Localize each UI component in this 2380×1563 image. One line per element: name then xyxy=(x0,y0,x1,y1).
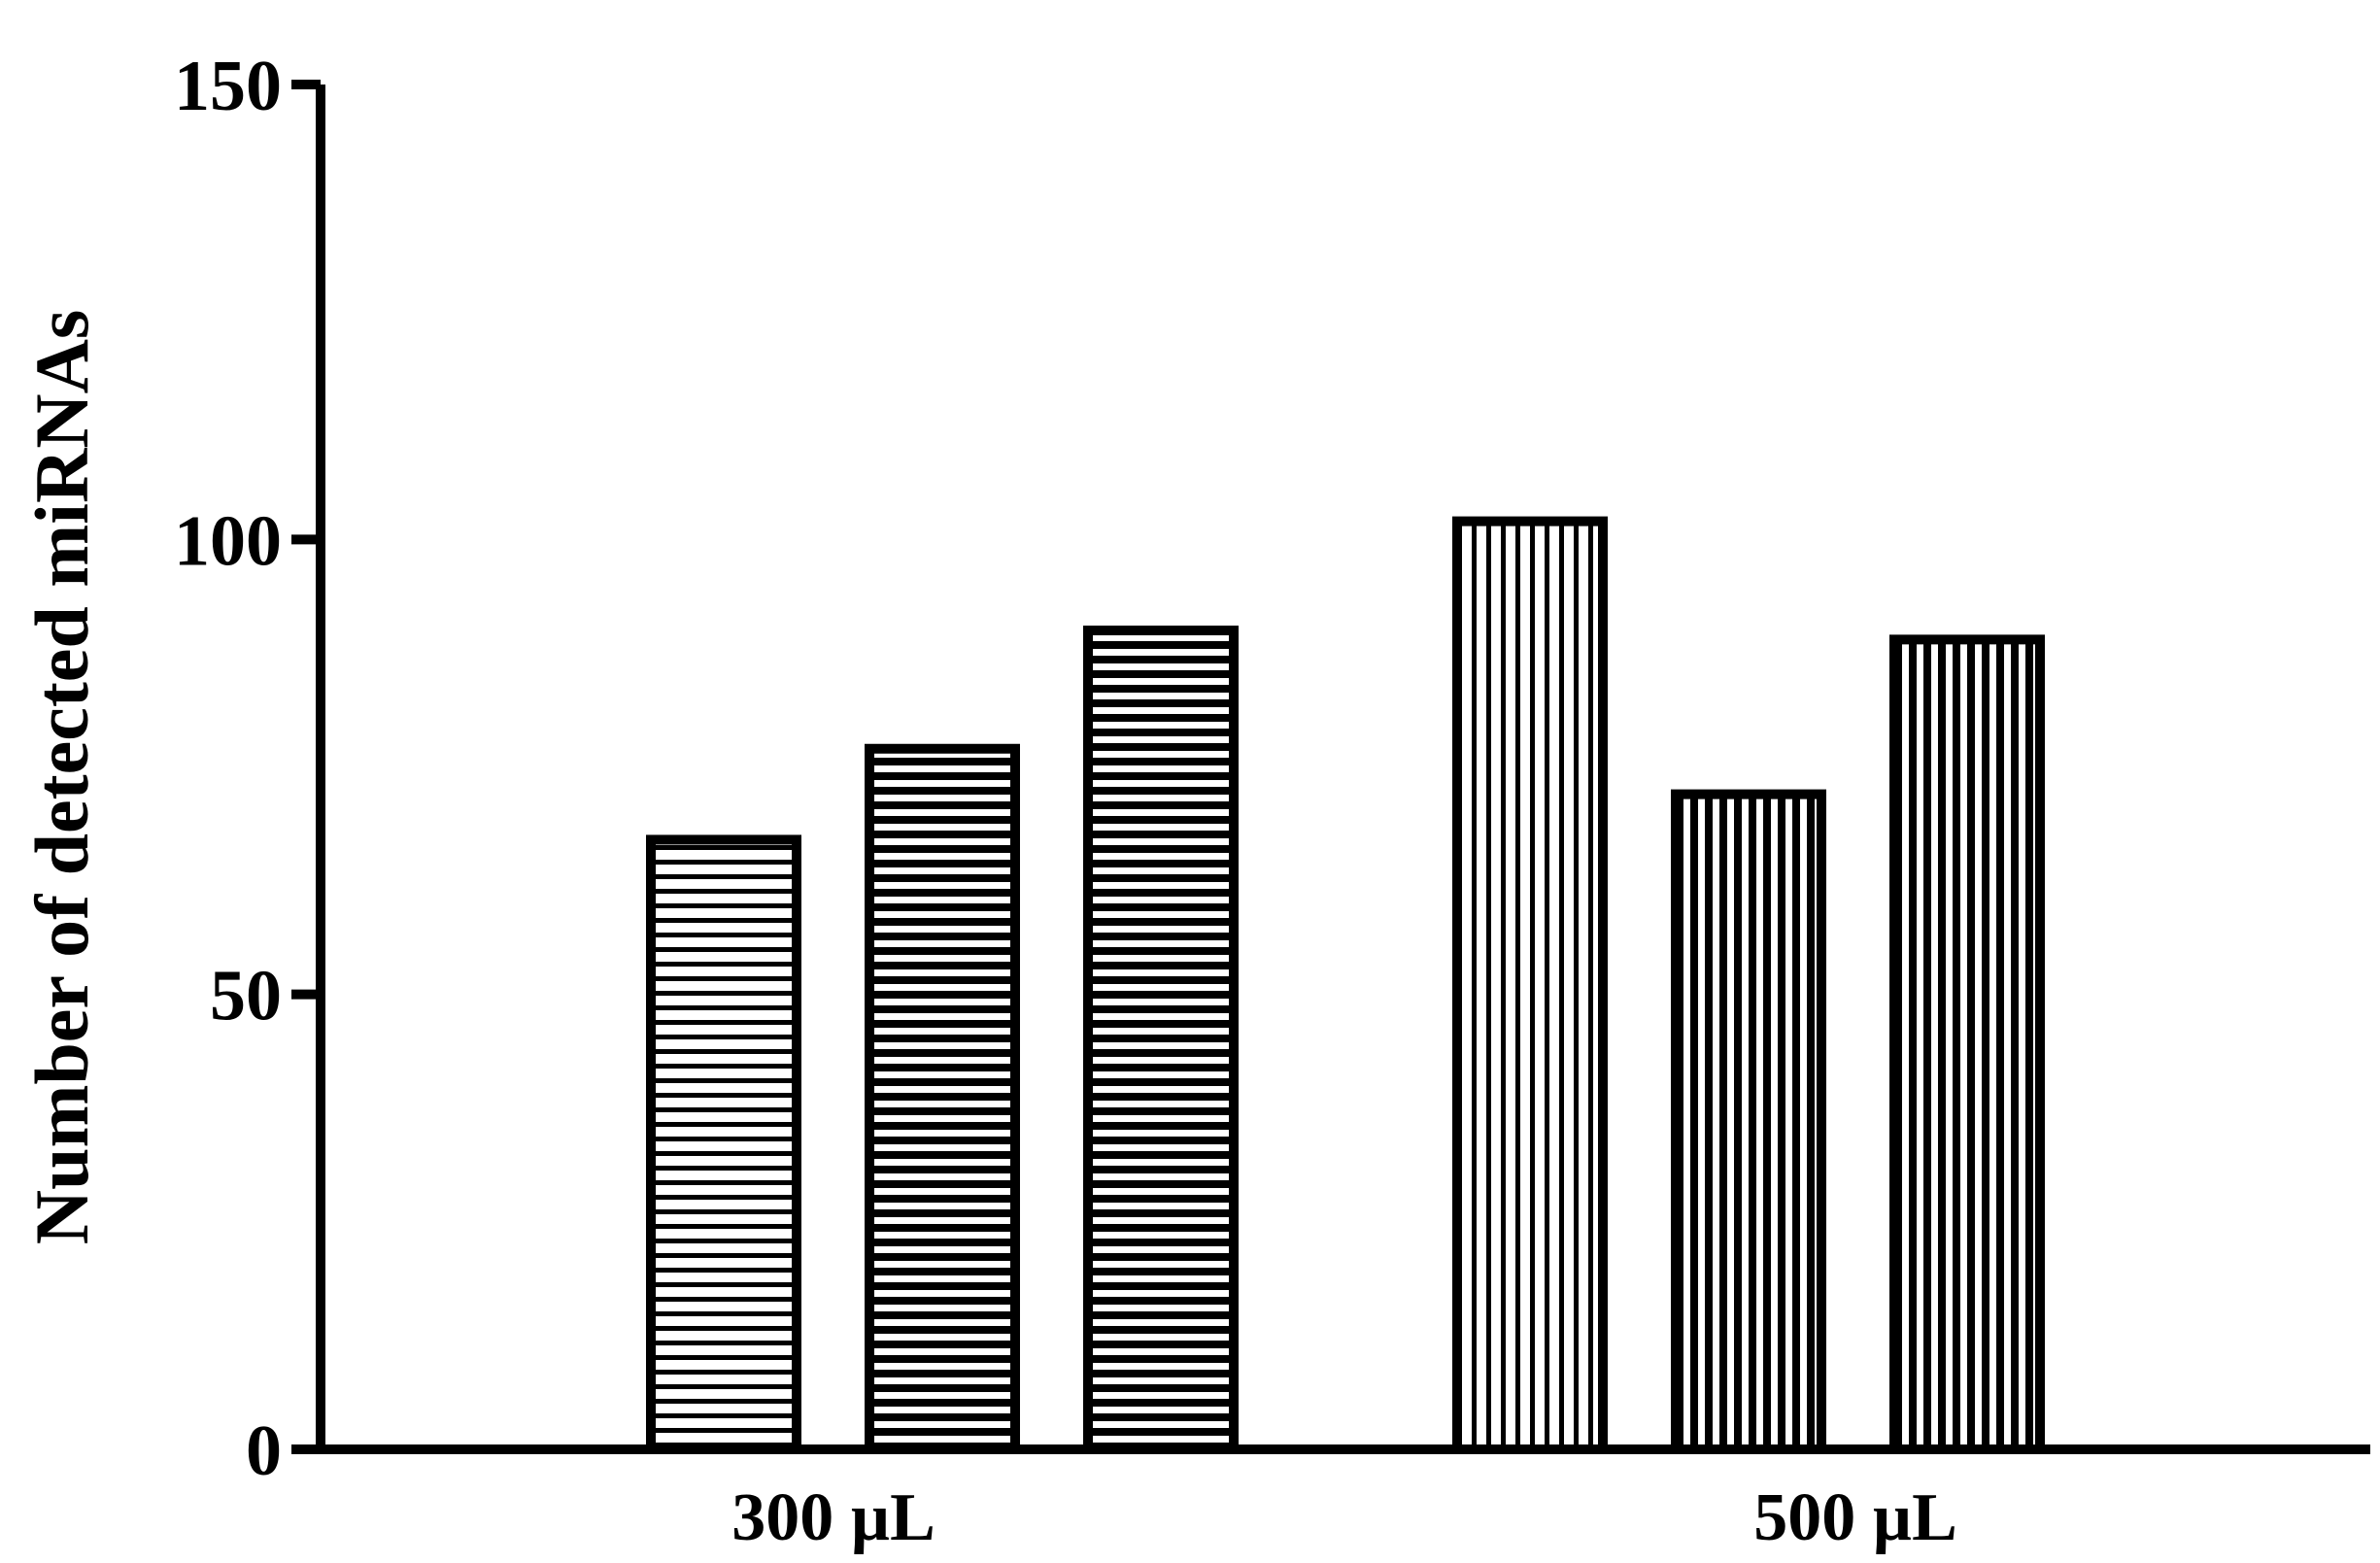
y-tick-label: 0 xyxy=(246,1411,282,1491)
bar xyxy=(1083,626,1239,1454)
y-tick-label: 50 xyxy=(210,957,282,1036)
x-category-label: 300 µL xyxy=(731,1480,935,1555)
y-tick-label: 150 xyxy=(174,47,282,126)
y-axis-title: Number of detected miRNAs xyxy=(19,310,104,1245)
bar xyxy=(1889,634,2045,1454)
bar xyxy=(1671,789,1826,1454)
bar xyxy=(1452,516,1608,1454)
bars-layer xyxy=(646,516,2045,1454)
bar xyxy=(865,743,1020,1454)
x-category-labels: 300 µL 500 µL xyxy=(731,1480,1957,1555)
y-ticks: 0 50 100 150 xyxy=(174,47,321,1491)
bar xyxy=(646,834,801,1454)
x-category-label: 500 µL xyxy=(1753,1480,1957,1555)
y-tick-label: 100 xyxy=(174,501,282,581)
